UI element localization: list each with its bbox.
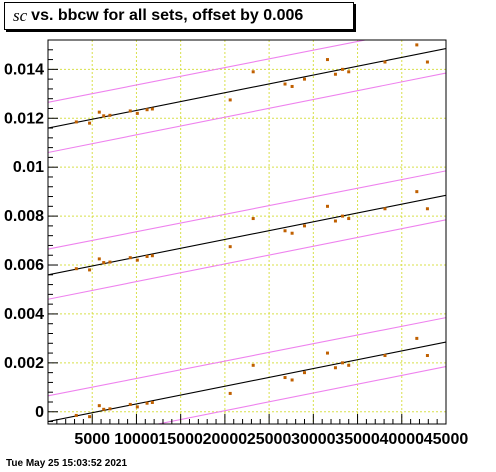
x-tick-label: 10000: [114, 431, 159, 448]
x-tick-label: 25000: [247, 431, 292, 448]
data-point: [74, 267, 78, 271]
data-point: [228, 98, 232, 102]
data-point: [251, 217, 255, 221]
data-point: [145, 108, 149, 112]
data-point: [341, 67, 345, 71]
fit-line: [48, 48, 446, 129]
title-variable: sc: [13, 6, 28, 25]
y-tick-label: 0.01: [13, 159, 44, 176]
data-point: [150, 254, 154, 258]
fit-line: [48, 341, 446, 423]
data-point: [333, 72, 337, 76]
data-point: [97, 110, 101, 114]
data-point: [135, 258, 139, 262]
data-point: [341, 214, 345, 218]
data-point: [88, 121, 92, 125]
data-point: [347, 217, 351, 221]
fit-line: [48, 194, 446, 276]
data-point: [150, 107, 154, 111]
data-point: [383, 354, 387, 358]
data-point: [415, 336, 419, 340]
band-upper-line: [48, 317, 446, 397]
data-point: [290, 231, 294, 235]
data-point: [425, 60, 429, 64]
x-tick-label: 20000: [203, 431, 248, 448]
band-upper-line: [48, 40, 369, 103]
data-point: [325, 351, 329, 355]
data-point: [325, 204, 329, 208]
data-point: [74, 120, 78, 124]
data-point: [102, 407, 106, 411]
data-point: [97, 404, 101, 408]
band-lower-line: [48, 72, 446, 154]
band-lower-line: [48, 219, 446, 300]
data-point: [347, 363, 351, 367]
data-point: [415, 43, 419, 47]
timestamp: Tue May 25 15:03:52 2021: [6, 458, 128, 469]
x-tick-label: 5000: [74, 431, 110, 448]
data-point: [145, 401, 149, 405]
data-point: [425, 207, 429, 211]
y-tick-label: 0.006: [4, 257, 44, 274]
data-point: [150, 400, 154, 404]
data-point: [128, 402, 132, 406]
data-point: [251, 70, 255, 74]
data-point: [228, 391, 232, 395]
axis-ticks: [47, 39, 447, 424]
data-point: [97, 257, 101, 261]
data-point: [145, 254, 149, 258]
y-tick-label: 0.004: [4, 306, 44, 323]
band-upper-line: [48, 170, 446, 250]
data-point: [102, 114, 106, 118]
x-tick-label: 35000: [335, 431, 380, 448]
data-point: [251, 363, 255, 367]
y-tick-label: 0.002: [4, 355, 44, 372]
data-point: [128, 109, 132, 113]
plot-frame: [47, 39, 447, 425]
data-point: [74, 413, 78, 417]
x-tick-label: 40000: [380, 431, 425, 448]
x-tick-label: 45000: [424, 431, 469, 448]
data-point: [102, 261, 106, 265]
x-tick-label: 15000: [158, 431, 203, 448]
data-point: [228, 245, 232, 249]
data-point: [347, 70, 351, 74]
data-point: [415, 190, 419, 194]
data-point: [290, 84, 294, 88]
data-point: [341, 361, 345, 365]
data-point: [333, 366, 337, 370]
y-tick-label: 0.014: [4, 61, 44, 78]
x-tick-label: 30000: [291, 431, 336, 448]
data-point: [302, 224, 306, 228]
data-point: [333, 219, 337, 223]
data-point: [135, 111, 139, 115]
data-point: [88, 268, 92, 272]
data-point: [108, 260, 112, 264]
data-point: [302, 77, 306, 81]
chart-title: sc vs. bbcw for all sets, offset by 0.00…: [4, 2, 354, 30]
data-point: [325, 58, 329, 62]
data-point: [425, 354, 429, 358]
data-layer: [48, 40, 446, 424]
data-point: [302, 371, 306, 375]
data-point: [108, 113, 112, 117]
data-point: [383, 60, 387, 64]
y-tick-label: 0.012: [4, 110, 44, 127]
data-point: [128, 256, 132, 260]
data-point: [88, 415, 92, 419]
data-point: [383, 207, 387, 211]
y-tick-label: 0.008: [4, 208, 44, 225]
data-point: [283, 82, 287, 86]
title-text: vs. bbcw for all sets, offset by 0.006: [31, 7, 304, 24]
y-tick-label: 0: [35, 404, 44, 421]
band-lower-line: [155, 365, 446, 424]
data-point: [283, 229, 287, 233]
data-point: [108, 407, 112, 411]
data-point: [135, 405, 139, 409]
data-point: [283, 376, 287, 380]
data-point: [290, 378, 294, 382]
